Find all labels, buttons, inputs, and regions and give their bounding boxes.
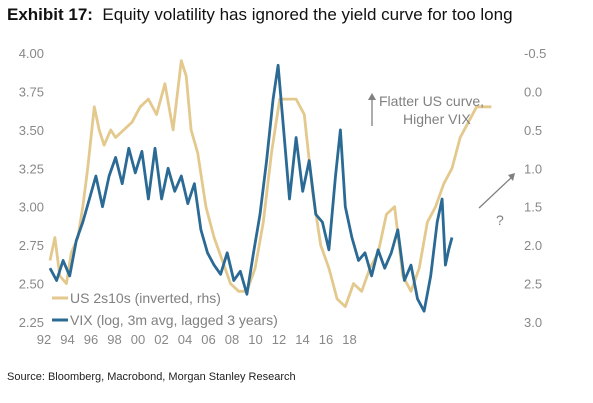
- legend: US 2s10s (inverted, rhs) VIX (log, 3m av…: [52, 290, 278, 328]
- left-axis: 2.25 2.50 2.75 3.00 3.25 3.50 3.75 4.00: [19, 46, 44, 330]
- x-axis-tick-label: 92: [37, 332, 51, 347]
- right-axis-tick-label: 0.0: [524, 84, 542, 99]
- annotation-arrowhead: [368, 93, 376, 100]
- series-line-us-2s10s: [48, 59, 492, 308]
- exhibit-label: Exhibit 17:: [7, 5, 93, 24]
- left-axis-tick-label: 3.50: [19, 123, 44, 138]
- title-text: Equity volatility has ignored the yield …: [102, 5, 513, 24]
- source-note: Source: Bloomberg, Macrobond, Morgan Sta…: [7, 371, 296, 383]
- left-axis-tick-label: 3.00: [19, 200, 44, 215]
- x-axis-tick-label: 10: [248, 332, 262, 347]
- x-axis-tick-label: 96: [84, 332, 98, 347]
- annotation-line-2: Higher VIX: [403, 111, 471, 127]
- x-axis: 92 94 96 98 00 02 04 06 08 10 12 14 16 18: [37, 332, 357, 347]
- right-axis-tick-label: 1.0: [524, 161, 542, 176]
- annotation-line-1: Flatter US curve,: [379, 93, 484, 109]
- x-axis-tick-label: 00: [131, 332, 145, 347]
- x-axis-tick-label: 04: [178, 332, 192, 347]
- trend-arrow: [478, 175, 514, 209]
- left-axis-tick-label: 3.25: [19, 161, 44, 176]
- x-axis-tick-label: 12: [272, 332, 286, 347]
- trend-arrowhead: [508, 173, 515, 181]
- left-axis-tick-label: 2.75: [19, 238, 44, 253]
- x-axis-tick-label: 18: [342, 332, 356, 347]
- annotation: Flatter US curve, Higher VIX ?: [368, 93, 515, 228]
- x-axis-tick-label: 08: [225, 332, 239, 347]
- right-axis-tick-label: 3.0: [524, 315, 542, 330]
- x-axis-tick-label: 14: [295, 332, 309, 347]
- x-axis-tick-label: 02: [154, 332, 168, 347]
- right-axis-tick-label: -0.5: [524, 46, 546, 61]
- legend-label-vix: VIX (log, 3m avg, lagged 3 years): [70, 312, 278, 328]
- right-axis-tick-label: 0.5: [524, 123, 542, 138]
- left-axis-tick-label: 2.25: [19, 315, 44, 330]
- right-axis-tick-label: 2.5: [524, 277, 542, 292]
- legend-label-us-2s10s: US 2s10s (inverted, rhs): [70, 290, 221, 306]
- right-axis: 3.0 2.5 2.0 1.5 1.0 0.5 0.0 -0.5: [524, 46, 546, 330]
- left-axis-tick-label: 4.00: [19, 46, 44, 61]
- question-mark: ?: [496, 212, 504, 228]
- x-axis-tick-label: 98: [107, 332, 121, 347]
- x-axis-tick-label: 16: [319, 332, 333, 347]
- left-axis-tick-label: 3.75: [19, 84, 44, 99]
- right-axis-tick-label: 1.5: [524, 200, 542, 215]
- left-axis-tick-label: 2.50: [19, 277, 44, 292]
- x-axis-tick-label: 94: [60, 332, 74, 347]
- series-line-vix: [48, 63, 454, 313]
- chart-title: Exhibit 17: Equity volatility has ignore…: [7, 5, 513, 25]
- x-axis-tick-label: 06: [201, 332, 215, 347]
- right-axis-tick-label: 2.0: [524, 238, 542, 253]
